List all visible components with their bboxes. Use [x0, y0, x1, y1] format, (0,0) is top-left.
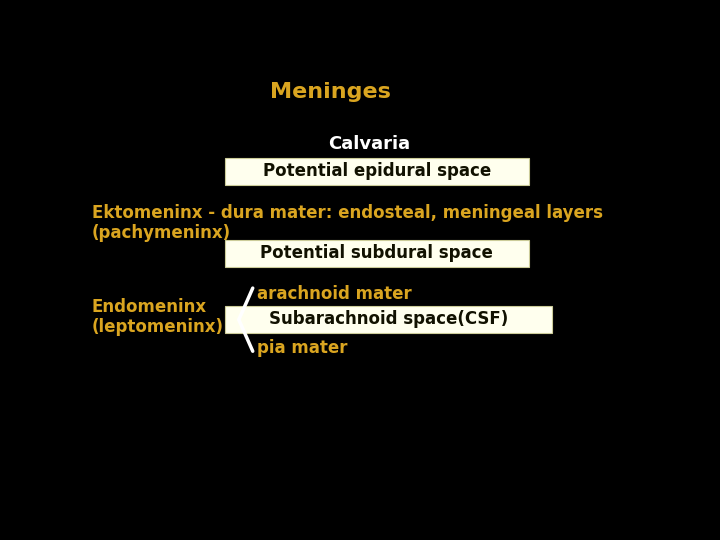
Text: (leptomeninx): (leptomeninx)	[91, 318, 223, 335]
Text: Endomeninx: Endomeninx	[91, 298, 207, 316]
Text: Potential subdural space: Potential subdural space	[261, 244, 493, 262]
Text: pia mater: pia mater	[256, 339, 347, 357]
Text: Potential epidural space: Potential epidural space	[263, 163, 491, 180]
FancyBboxPatch shape	[225, 158, 528, 185]
Text: Ektomeninx - dura mater: endosteal, meningeal layers: Ektomeninx - dura mater: endosteal, meni…	[91, 204, 603, 221]
Text: Calvaria: Calvaria	[328, 135, 410, 153]
Text: Meninges: Meninges	[270, 82, 391, 102]
Text: (pachymeninx): (pachymeninx)	[91, 224, 230, 242]
Text: arachnoid mater: arachnoid mater	[256, 285, 411, 303]
FancyBboxPatch shape	[225, 306, 552, 333]
FancyBboxPatch shape	[225, 240, 528, 267]
Text: Subarachnoid space(CSF): Subarachnoid space(CSF)	[269, 310, 508, 328]
